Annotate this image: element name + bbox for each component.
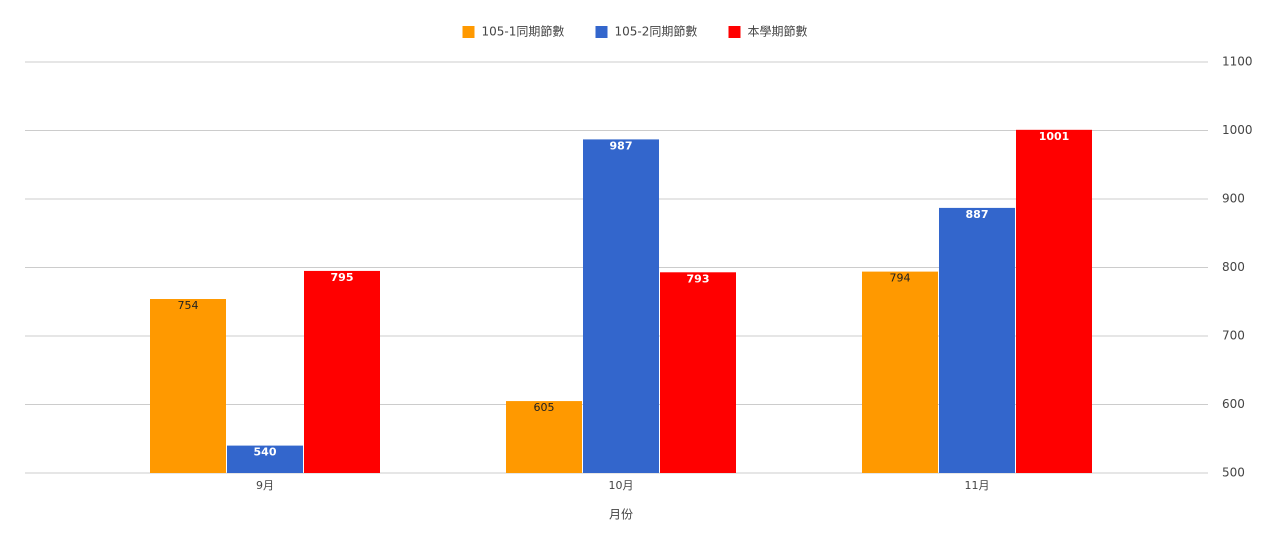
x-axis-title: 月份 [609, 508, 633, 522]
y-tick-label: 600 [1222, 397, 1245, 411]
value-label: 1001 [1039, 130, 1070, 143]
legend-swatch [595, 26, 608, 38]
y-tick-label: 900 [1222, 192, 1245, 206]
value-label: 887 [966, 208, 989, 221]
legend-label: 105-1同期節數 [482, 24, 565, 39]
bar [583, 139, 659, 473]
bar [939, 207, 1015, 473]
y-tick-label: 800 [1222, 260, 1245, 274]
y-tick-label: 1000 [1222, 123, 1253, 137]
legend-swatch [462, 26, 475, 38]
legend-label: 本學期節數 [748, 24, 808, 39]
y-tick-label: 700 [1222, 329, 1245, 343]
bar [506, 401, 582, 473]
bar [227, 445, 303, 473]
value-label: 605 [534, 401, 555, 414]
x-tick-label: 11月 [965, 479, 990, 492]
bar [660, 272, 736, 473]
bar [150, 299, 226, 473]
value-label: 794 [890, 272, 911, 285]
legend-label: 105-2同期節數 [615, 24, 698, 39]
bar [1016, 129, 1092, 473]
value-label: 793 [687, 272, 710, 285]
legend-swatch [728, 26, 741, 38]
y-tick-label: 500 [1222, 466, 1245, 480]
y-tick-label: 1100 [1222, 55, 1253, 69]
bar [862, 271, 938, 473]
value-label: 987 [610, 139, 633, 152]
value-label: 540 [254, 446, 277, 459]
x-tick-label: 9月 [256, 479, 274, 492]
bar [304, 270, 380, 473]
x-tick-label: 10月 [609, 479, 634, 492]
value-label: 795 [331, 271, 354, 284]
value-label: 754 [178, 299, 199, 312]
